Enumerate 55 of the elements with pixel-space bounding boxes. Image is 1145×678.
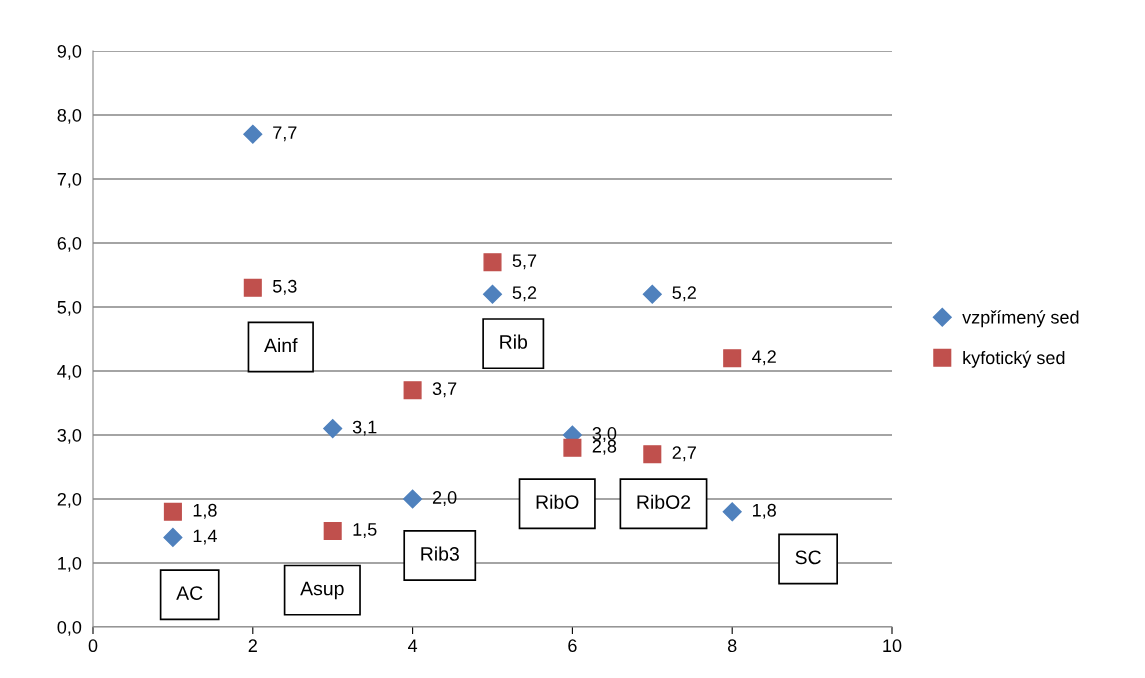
x-tick-label: 2 xyxy=(248,639,257,652)
point xyxy=(723,349,742,368)
data-label: 2,0 xyxy=(432,491,457,506)
data-label: 1,4 xyxy=(193,529,217,545)
point xyxy=(403,381,422,400)
point xyxy=(563,438,582,457)
y-tick-label: 2,0 xyxy=(57,492,82,508)
point xyxy=(163,502,182,521)
legend-label: kyfotický sed xyxy=(963,350,1065,368)
data-label: 5,2 xyxy=(672,286,696,302)
point xyxy=(482,284,503,304)
y-tick-label: 7,0 xyxy=(57,172,82,188)
data-label: 3,1 xyxy=(352,420,377,436)
point xyxy=(163,527,183,547)
x-tick-label: 0 xyxy=(88,639,98,653)
y-tick-label: 5,0 xyxy=(57,300,82,316)
data-label: 1,8 xyxy=(753,503,776,519)
annotation: Ainf xyxy=(264,338,298,353)
annotation: Rib xyxy=(500,334,528,349)
point xyxy=(323,521,342,541)
point xyxy=(403,489,423,509)
x-tick-label: 6 xyxy=(568,639,577,653)
point xyxy=(483,253,502,272)
data-label: 7,7 xyxy=(273,126,297,142)
legend-label: vzpřímený sed xyxy=(962,310,1079,328)
data-label: 3,7 xyxy=(432,382,457,398)
x-tick-label: 4 xyxy=(407,639,418,652)
data-label: 1,5 xyxy=(353,523,377,538)
data-label: 2,7 xyxy=(672,446,696,462)
y-tick-label: 4,0 xyxy=(57,364,82,380)
point xyxy=(643,445,662,464)
y-tick-label: 8,0 xyxy=(57,108,82,124)
annotation: SC xyxy=(795,550,821,565)
x-tick-label: 8 xyxy=(727,639,737,653)
data-label: 4,2 xyxy=(752,350,776,366)
annotation: RibO xyxy=(536,494,579,509)
annotation: Rib3 xyxy=(421,546,459,561)
y-tick-label: 1,0 xyxy=(58,556,82,572)
annotation: Asup xyxy=(300,581,344,600)
y-tick-label: 3,0 xyxy=(57,428,82,444)
point xyxy=(722,502,742,522)
data-label: 5,2 xyxy=(512,286,537,302)
point xyxy=(243,124,263,144)
data-label: 5,7 xyxy=(512,254,537,270)
y-tick-label: 0,0 xyxy=(57,620,82,636)
data-label: 5,3 xyxy=(272,279,297,295)
point xyxy=(642,284,662,304)
y-tick-label: 6,0 xyxy=(57,236,82,252)
point xyxy=(243,278,262,297)
point xyxy=(323,419,343,439)
annotation: RibO2 xyxy=(637,494,691,509)
y-tick-label: 9,0 xyxy=(57,44,82,60)
annotation: AC xyxy=(176,586,203,600)
x-tick-label: 10 xyxy=(883,639,902,653)
data-label: 1,8 xyxy=(193,503,217,519)
